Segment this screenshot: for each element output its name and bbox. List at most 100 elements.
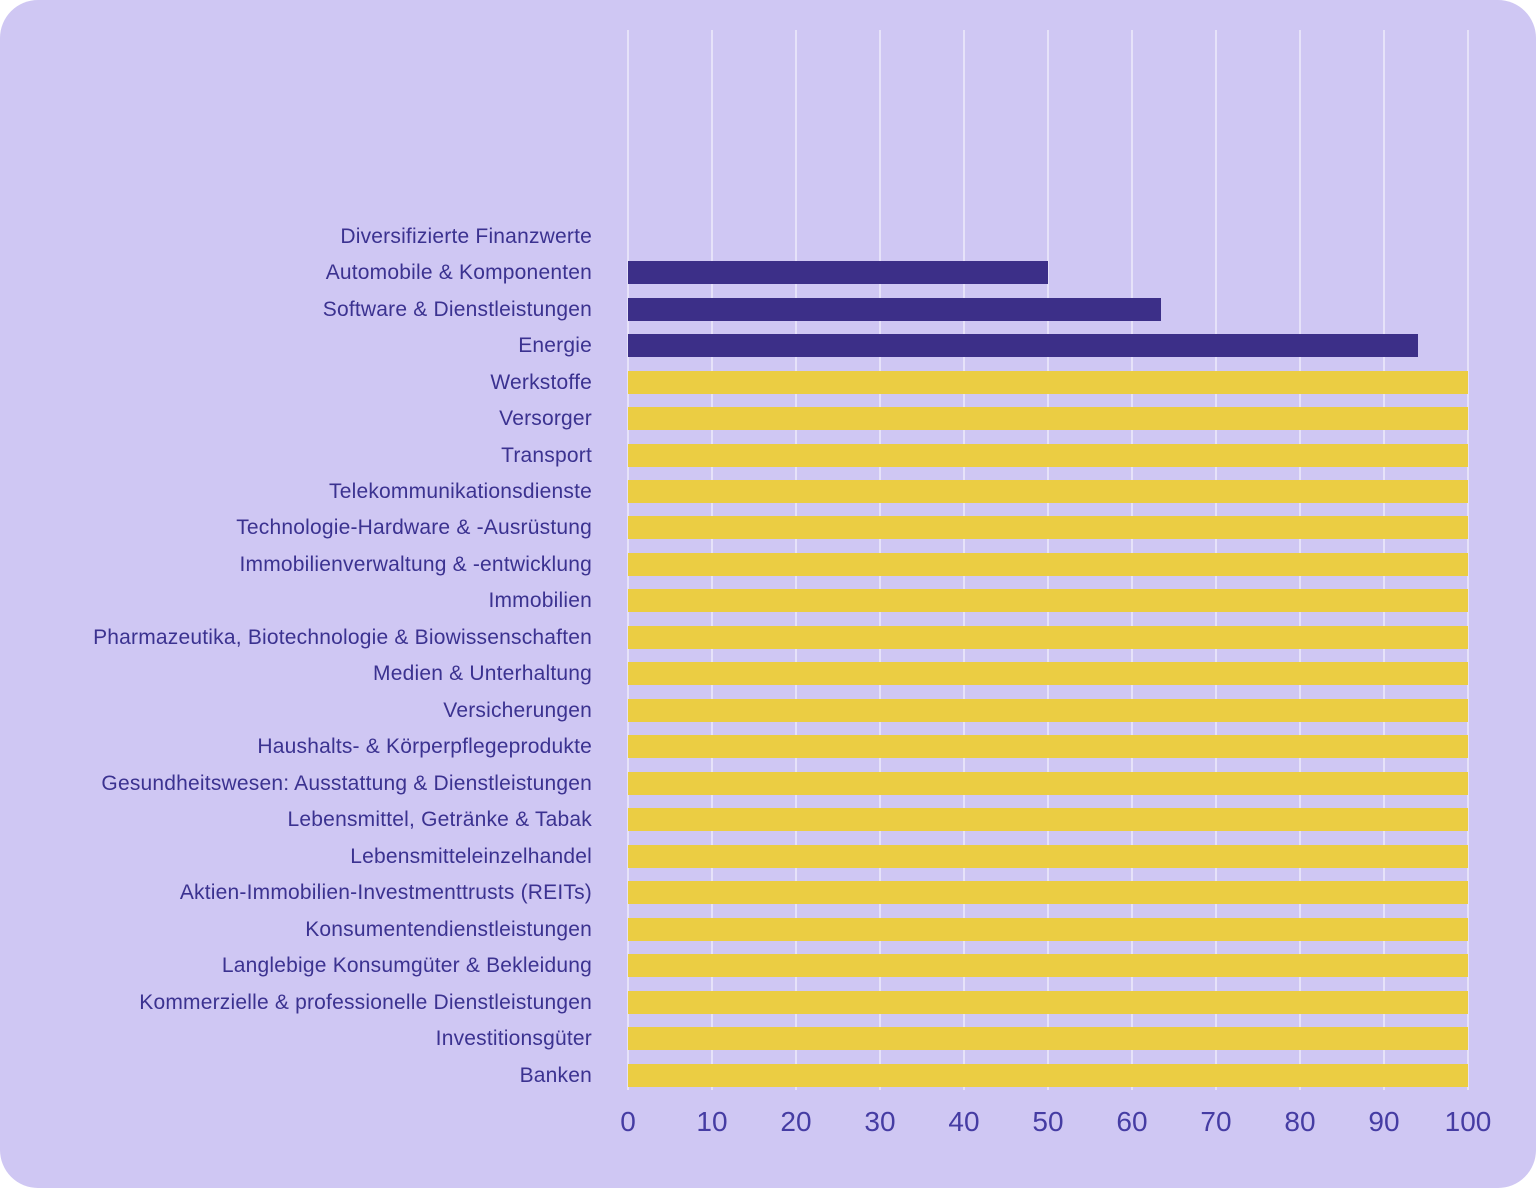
bar-track <box>628 297 1468 321</box>
category-label: Lebensmittel, Getränke & Tabak <box>287 808 592 832</box>
x-tick-label: 10 <box>696 1106 728 1137</box>
chart-row: Versicherungen <box>0 692 1536 728</box>
category-label: Versicherungen <box>443 698 592 722</box>
x-tick-label: 40 <box>948 1106 980 1137</box>
bar-track <box>628 1027 1468 1051</box>
bar-track <box>628 480 1468 504</box>
bar-track <box>628 1063 1468 1087</box>
chart-row: Werkstoffe <box>0 364 1536 400</box>
bar-track <box>628 808 1468 832</box>
chart-row: Langlebige Konsumgüter & Bekleidung <box>0 947 1536 983</box>
bar <box>628 698 1468 722</box>
bar-track <box>628 698 1468 722</box>
bar <box>628 407 1468 431</box>
bar-track <box>628 771 1468 795</box>
category-label: Technologie-Hardware & -Ausrüstung <box>236 516 592 540</box>
bar-track <box>628 589 1468 613</box>
bar-track <box>628 625 1468 649</box>
bar-track <box>628 443 1468 467</box>
chart-row: Software & Dienstleistungen <box>0 291 1536 327</box>
chart-row: Lebensmitteleinzelhandel <box>0 838 1536 874</box>
x-tick-label: 60 <box>1116 1106 1148 1137</box>
x-axis: 0 10 20 30 40 50 60 70 80 90 100 <box>620 1102 1491 1146</box>
bar <box>628 1027 1468 1051</box>
category-label: Langlebige Konsumgüter & Bekleidung <box>221 954 592 978</box>
category-label: Telekommunikationsdienste <box>329 480 592 504</box>
bar-track <box>628 334 1468 358</box>
chart-row: Diversifizierte Finanzwerte <box>0 218 1536 254</box>
chart-row: Energie <box>0 327 1536 363</box>
bar <box>628 334 1418 358</box>
category-label: Investitionsgüter <box>435 1027 592 1051</box>
chart-row: Investitionsgüter <box>0 1020 1536 1056</box>
bar <box>628 844 1468 868</box>
bar <box>628 662 1468 686</box>
category-label: Konsumentendienstleistungen <box>305 917 592 941</box>
bar-track <box>628 370 1468 394</box>
x-tick-label: 100 <box>1444 1106 1492 1137</box>
chart-row: Immobilien <box>0 583 1536 619</box>
category-label: Transport <box>501 443 592 467</box>
bar-track <box>628 662 1468 686</box>
bar <box>628 297 1162 321</box>
bar <box>628 1063 1468 1087</box>
bar <box>628 808 1468 832</box>
chart-row: Pharmazeutika, Biotechnologie & Biowisse… <box>0 619 1536 655</box>
category-label: Versorger <box>499 407 592 431</box>
bar-track <box>628 990 1468 1014</box>
chart-rows: Diversifizierte Finanzwerte Automobile & … <box>0 218 1536 1093</box>
bar-track <box>628 844 1468 868</box>
chart-row: Aktien-Immobilien-Investmenttrusts (REIT… <box>0 874 1536 910</box>
x-tick-label: 80 <box>1284 1106 1316 1137</box>
category-label: Energie <box>518 334 592 358</box>
category-label: Kommerzielle & professionelle Dienstleis… <box>139 990 592 1014</box>
gridline <box>1467 30 1469 1090</box>
category-label: Banken <box>519 1063 592 1087</box>
bar-track <box>628 917 1468 941</box>
category-label: Lebensmitteleinzelhandel <box>350 844 592 868</box>
bar <box>628 552 1468 576</box>
bar <box>628 480 1468 504</box>
bar-track <box>628 516 1468 540</box>
bar-track <box>628 225 1468 248</box>
bar-track <box>628 261 1468 285</box>
x-tick-label: 20 <box>780 1106 812 1137</box>
chart-row: Gesundheitswesen: Ausstattung & Dienstle… <box>0 765 1536 801</box>
bar <box>628 771 1468 795</box>
bar <box>628 881 1468 905</box>
category-label: Software & Dienstleistungen <box>322 297 592 321</box>
chart-row: Technologie-Hardware & -Ausrüstung <box>0 510 1536 546</box>
bar <box>628 917 1468 941</box>
bar <box>628 516 1468 540</box>
chart-row: Haushalts- & Körperpflegeprodukte <box>0 729 1536 765</box>
x-tick-label: 70 <box>1200 1106 1232 1137</box>
bar <box>628 735 1468 759</box>
chart-row: Immobilienverwaltung & -entwicklung <box>0 546 1536 582</box>
bar-track <box>628 735 1468 759</box>
bar-track <box>628 407 1468 431</box>
chart-row: Konsumentendienstleistungen <box>0 911 1536 947</box>
category-label: Pharmazeutika, Biotechnologie & Biowisse… <box>93 625 592 649</box>
bar <box>628 954 1468 978</box>
category-label: Automobile & Komponenten <box>325 261 592 285</box>
bar <box>628 990 1468 1014</box>
bar-track <box>628 552 1468 576</box>
category-label: Aktien-Immobilien-Investmenttrusts (REIT… <box>179 881 592 905</box>
bar <box>628 370 1468 394</box>
bar <box>628 589 1468 613</box>
bar-track <box>628 881 1468 905</box>
x-tick-label: 90 <box>1368 1106 1400 1137</box>
x-tick-label: 50 <box>1032 1106 1064 1137</box>
chart-row: Lebensmittel, Getränke & Tabak <box>0 802 1536 838</box>
x-tick-label: 30 <box>864 1106 896 1137</box>
category-label: Werkstoffe <box>490 370 592 394</box>
chart-row: Medien & Unterhaltung <box>0 656 1536 692</box>
category-label: Immobilien <box>488 589 592 613</box>
category-label: Diversifizierte Finanzwerte <box>340 224 592 248</box>
chart-row: Transport <box>0 437 1536 473</box>
category-label: Medien & Unterhaltung <box>373 662 592 686</box>
category-label: Haushalts- & Körperpflegeprodukte <box>257 735 592 759</box>
category-label: Gesundheitswesen: Ausstattung & Dienstle… <box>101 771 592 795</box>
chart-row: Automobile & Komponenten <box>0 254 1536 290</box>
